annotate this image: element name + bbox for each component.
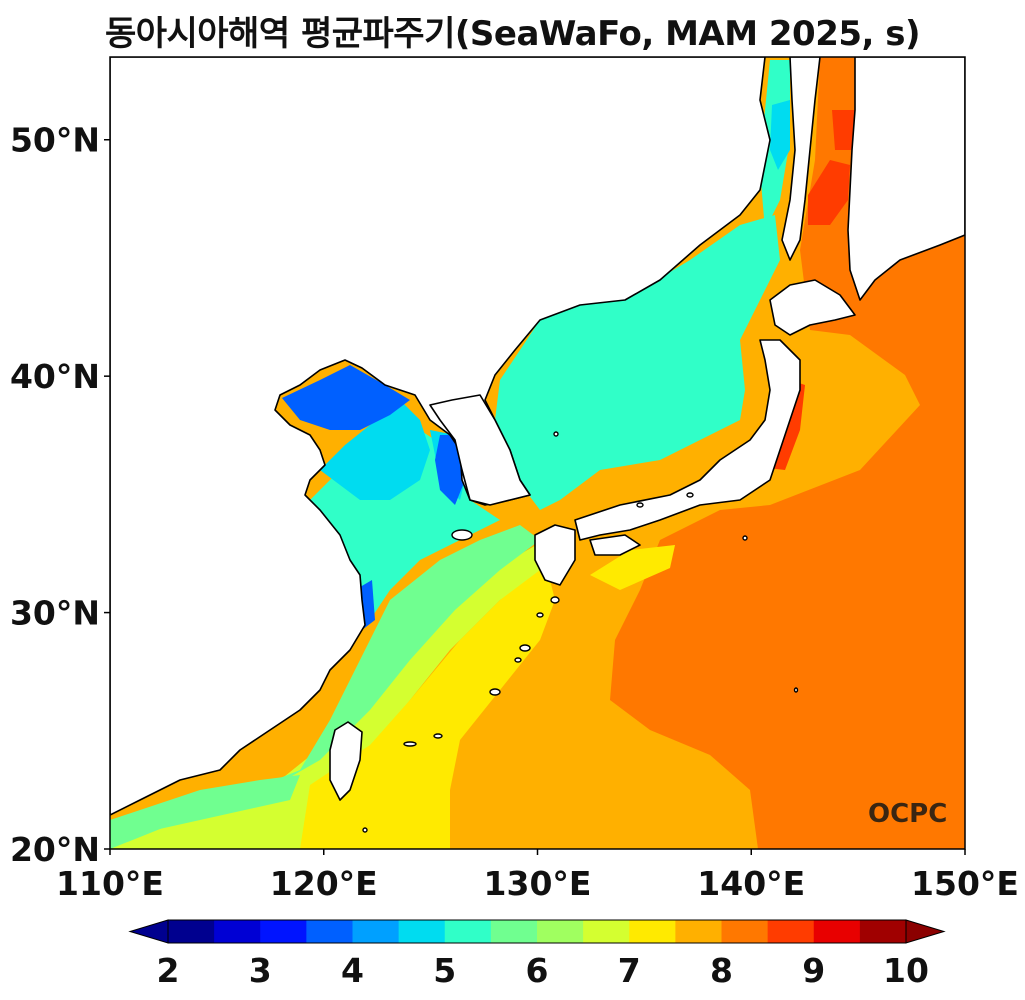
colorbar-swatch bbox=[537, 920, 584, 943]
colorbar-swatch bbox=[629, 920, 676, 943]
field-yellow-band bbox=[300, 560, 555, 849]
colorbar-frame bbox=[167, 919, 907, 944]
colorbar-tick-label: 6 bbox=[526, 951, 549, 990]
colorbar-swatch bbox=[214, 920, 261, 943]
colorbar-swatch bbox=[675, 920, 722, 943]
colorbar-swatch bbox=[260, 920, 307, 943]
islands bbox=[362, 431, 799, 833]
field-cyan-tatar bbox=[770, 100, 790, 170]
colorbar-swatch bbox=[583, 920, 630, 943]
lat-tick-label: 50°N bbox=[10, 121, 100, 160]
colorbar bbox=[128, 919, 946, 944]
colorbar-tick-label: 4 bbox=[341, 951, 364, 990]
colorbar-under-arrow bbox=[128, 919, 169, 944]
land-masses bbox=[110, 57, 965, 816]
colorbar-tick-label: 2 bbox=[157, 951, 180, 990]
land-sakhalin bbox=[781, 57, 821, 261]
field-green-scs bbox=[110, 775, 300, 840]
colorbar-tick-labels: 2 3 4 5 6 7 8 9 10 bbox=[157, 951, 929, 990]
latitude-ticks: 20°N 30°N 40°N 50°N bbox=[10, 121, 110, 869]
colorbar-over-arrow bbox=[905, 919, 946, 944]
colorbar-swatch bbox=[490, 920, 538, 943]
land-korea-peninsula bbox=[429, 394, 531, 506]
field-cyan-bohai bbox=[320, 400, 430, 500]
colorbar-swatch bbox=[352, 920, 400, 943]
lat-tick-label: 20°N bbox=[10, 830, 100, 869]
land-honshu bbox=[574, 339, 801, 541]
land-kuril-kamchatka bbox=[847, 57, 965, 301]
colorbar-tick-label: 5 bbox=[433, 951, 456, 990]
colorbar-swatch bbox=[813, 920, 861, 943]
land-shikoku bbox=[589, 534, 641, 556]
colorbar-swatch bbox=[306, 920, 353, 943]
colorbar-swatch bbox=[859, 920, 907, 943]
colorbar-tick-label: 10 bbox=[883, 951, 929, 990]
field-yellow-south bbox=[590, 545, 675, 590]
lon-tick-label: 110°E bbox=[56, 864, 164, 903]
lat-tick-label: 40°N bbox=[10, 357, 100, 396]
colorbar-tick-label: 9 bbox=[802, 951, 825, 990]
colorbar-swatch bbox=[168, 920, 215, 943]
colorbar-swatch bbox=[721, 920, 769, 943]
colorbar-swatch bbox=[444, 920, 492, 943]
field-blue-bohai bbox=[282, 365, 410, 430]
field-green-shelf bbox=[110, 525, 540, 849]
lat-tick-label: 30°N bbox=[10, 594, 100, 633]
field-red-sakhalin bbox=[832, 110, 855, 150]
land-asia-mainland bbox=[110, 57, 771, 816]
longitude-ticks: 110°E 120°E 130°E 140°E 150°E bbox=[56, 849, 1019, 903]
colorbar-swatch bbox=[767, 920, 815, 943]
lon-tick-label: 130°E bbox=[484, 864, 592, 903]
field-aqua-eastsea bbox=[495, 215, 780, 510]
land-hokkaido bbox=[769, 279, 856, 336]
land-taiwan bbox=[329, 721, 363, 801]
map-title: 동아시아해역 평균파주기(SeaWaFo, MAM 2025, s) bbox=[104, 14, 921, 54]
lon-tick-label: 120°E bbox=[270, 864, 378, 903]
ocpc-logo: OCPC bbox=[868, 799, 947, 829]
colorbar-swatch bbox=[398, 920, 446, 943]
lon-tick-label: 140°E bbox=[697, 864, 805, 903]
lon-tick-label: 150°E bbox=[911, 864, 1019, 903]
colorbar-tick-label: 8 bbox=[710, 951, 733, 990]
field-red-hokkaido bbox=[808, 160, 850, 225]
island-jeju bbox=[451, 529, 473, 541]
land-kyushu bbox=[534, 524, 576, 586]
colorbar-tick-label: 3 bbox=[249, 951, 272, 990]
colorbar-tick-label: 7 bbox=[618, 951, 641, 990]
